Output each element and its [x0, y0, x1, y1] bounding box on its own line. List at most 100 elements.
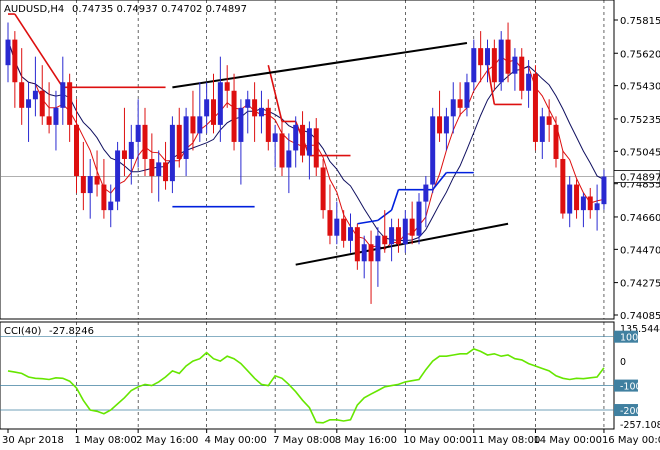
candle-body [574, 184, 580, 211]
candle-body [395, 227, 401, 245]
red-step-segment [14, 13, 64, 88]
candle-body [437, 116, 443, 134]
candle-body [313, 128, 319, 168]
candle-body [53, 107, 59, 125]
candle-body [423, 184, 429, 202]
time-label: 14 May 00:00 [533, 435, 602, 446]
candle-body [402, 218, 408, 245]
price-axis: 0.75815 0.75620 0.75430 0.75235 0.75045 0.748… [613, 16, 660, 322]
grid-lines [76, 0, 605, 429]
time-label: 2 May 16:00 [136, 435, 198, 446]
candle-body [368, 244, 374, 262]
candle-body [176, 124, 182, 159]
time-label: 7 May 08:00 [273, 435, 335, 446]
candle-body [567, 184, 573, 214]
candle-body [389, 227, 395, 245]
candle-body [197, 116, 203, 134]
candle-body [265, 107, 271, 142]
candle-body [354, 227, 360, 262]
candle-body [149, 158, 155, 177]
candle-body [471, 48, 477, 83]
candle-body [115, 150, 121, 202]
candle-body [382, 235, 388, 245]
candle-body [519, 56, 525, 91]
time-label: 30 Apr 2018 [2, 435, 64, 446]
candle-body [101, 184, 107, 211]
candle-body [245, 99, 251, 108]
candle-body [505, 39, 511, 74]
symbol-header: AUDUSD,H4 0.74735 0.74937 0.74702 0.7489… [4, 4, 247, 15]
candle-body [217, 82, 223, 125]
candle-body [580, 196, 586, 211]
indicator-header: CCI(40) -27.8246 [4, 326, 94, 337]
candle-body [12, 39, 18, 83]
candle-body [204, 99, 210, 117]
candle-body [478, 48, 484, 66]
price-label: 0.75815 [620, 16, 660, 27]
cci-plot [0, 336, 614, 424]
candle-body [450, 99, 456, 117]
candle-body [587, 196, 593, 211]
candle-body [183, 116, 189, 159]
candle-body [231, 90, 237, 142]
header-ohlc: 0.74735 0.74937 0.74702 0.74897 [72, 4, 247, 15]
time-label: 4 May 00:00 [205, 435, 267, 446]
candle-body [272, 133, 278, 142]
candle-body [80, 176, 86, 194]
candle-body [375, 235, 381, 262]
candle-body [348, 227, 353, 241]
candle-body [135, 124, 141, 142]
candle-body [39, 90, 45, 117]
candle-body [539, 116, 545, 142]
channel-trend-line [295, 222, 509, 266]
cci-axis: 135.5444100 0 -100 -200 -257.1088 [614, 324, 660, 431]
candle-body [94, 176, 100, 185]
cci-level-label: -257.1088 [620, 420, 660, 431]
time-axis: 30 Apr 2018 1 May 08:00 2 May 16:00 4 May 0… [2, 429, 660, 446]
candle-body [409, 218, 415, 236]
candle-body [341, 218, 347, 241]
time-label: 16 May 00:00 [602, 435, 660, 446]
candle-body [457, 99, 463, 108]
candle-body [306, 128, 312, 156]
price-label: 0.74275 [620, 279, 660, 290]
candle-body [594, 203, 600, 211]
candle-body [512, 56, 518, 74]
candle-body [5, 39, 11, 66]
candle-body [142, 124, 148, 159]
candle-body [498, 39, 504, 83]
price-label: 0.75045 [620, 147, 660, 158]
candle-body [464, 82, 470, 108]
candle-body [532, 73, 538, 142]
candle-body [238, 107, 244, 142]
cci-level-label: 100 [620, 333, 638, 344]
candle-body [211, 99, 216, 125]
price-label: 0.75235 [620, 115, 660, 126]
blue-step-segment [390, 189, 400, 211]
candle-body [169, 124, 175, 182]
candle-body [156, 162, 162, 177]
main-panel-frame [0, 0, 615, 320]
blue-step-segment [432, 172, 448, 191]
candle-body [327, 210, 333, 236]
price-label: 0.74660 [620, 213, 660, 224]
cci-level-box [614, 404, 638, 417]
candle-body [32, 90, 38, 100]
indicator-panel-frame [0, 321, 615, 430]
candle-body [46, 116, 52, 125]
candle-body [224, 82, 230, 91]
cci-value: -27.8246 [49, 326, 94, 337]
candle-body [300, 124, 306, 156]
candle-body [430, 116, 436, 185]
price-label: 0.75620 [620, 49, 660, 60]
time-label: 8 May 16:00 [335, 435, 397, 446]
time-label: 1 May 08:00 [75, 435, 137, 446]
candle-body [108, 201, 114, 211]
candle-body [74, 124, 79, 177]
candle-body [553, 124, 559, 159]
header-symbol: AUDUSD,H4 [4, 4, 64, 15]
time-label: 11 May 08:00 [472, 435, 541, 446]
red-step-segment [486, 65, 496, 105]
candle-body [546, 116, 552, 125]
